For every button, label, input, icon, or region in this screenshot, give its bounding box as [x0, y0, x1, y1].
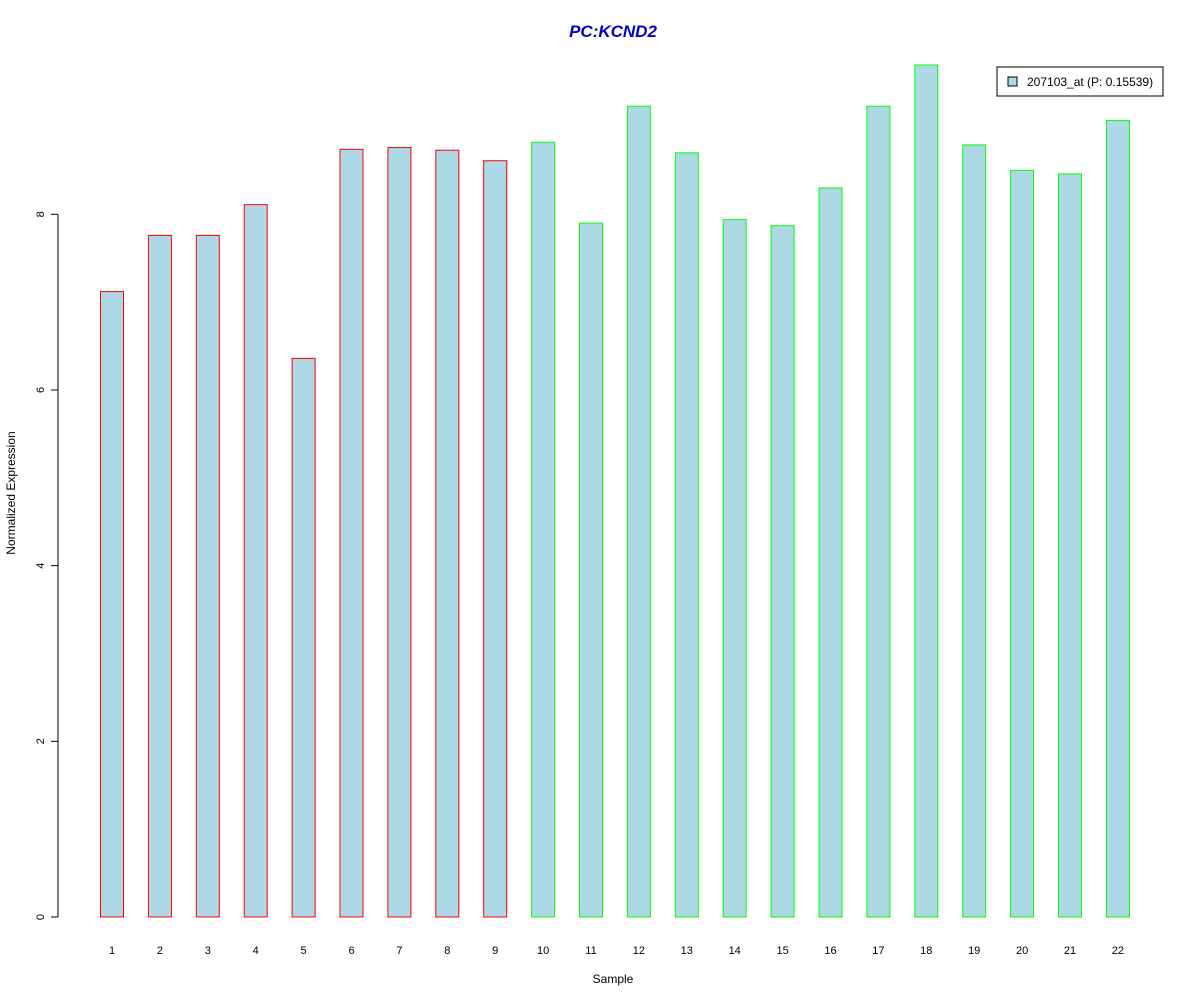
- x-tick-label: 22: [1112, 945, 1124, 957]
- x-tick-label: 3: [205, 945, 211, 957]
- bar: [291, 357, 316, 918]
- bar: [866, 105, 891, 918]
- legend-swatch: [1007, 76, 1018, 87]
- legend-box: [996, 66, 1164, 97]
- legend: 207103_at (P: 0.15539): [996, 66, 1164, 97]
- x-tick-label: 4: [253, 945, 259, 957]
- x-tick-label: 12: [633, 945, 645, 957]
- x-tick-label: 5: [301, 945, 307, 957]
- x-tick-label: 6: [348, 945, 354, 957]
- x-tick-label: 21: [1064, 945, 1076, 957]
- bar: [579, 222, 603, 918]
- bar: [674, 152, 699, 918]
- y-tick-label: 0: [35, 914, 47, 920]
- x-tick-label: 8: [444, 945, 450, 957]
- bar: [722, 219, 747, 918]
- chart-title: PC:KCND2: [569, 22, 657, 41]
- x-tick-label: 2: [157, 945, 163, 957]
- x-tick-label: 14: [729, 945, 741, 957]
- bar: [531, 141, 556, 918]
- bar: [914, 64, 939, 918]
- bar: [483, 160, 508, 918]
- bar: [1105, 119, 1130, 918]
- bar: [962, 144, 987, 918]
- bar: [770, 225, 795, 918]
- y-axis-title: Normalized Expression: [4, 431, 18, 554]
- x-tick-labels: 1 2 3 4 5 6 7 8 9 10 11 12 13 14 15 16 17 18 19 20 21 22: [109, 945, 1124, 957]
- bar: [243, 204, 268, 918]
- bars-group: [100, 64, 1130, 918]
- y-axis: 0 2 4 6 8: [35, 211, 59, 920]
- x-tick-label: 18: [920, 945, 932, 957]
- y-tick-label: 8: [35, 211, 47, 217]
- bar: [387, 147, 412, 918]
- x-tick-label: 10: [537, 945, 549, 957]
- x-tick-label: 15: [776, 945, 788, 957]
- x-tick-label: 20: [1016, 945, 1028, 957]
- x-tick-label: 19: [968, 945, 980, 957]
- y-tick-label: 6: [35, 387, 47, 393]
- x-tick-label: 1: [109, 945, 115, 957]
- x-tick-label: 7: [396, 945, 402, 957]
- y-tick-label: 4: [35, 563, 47, 569]
- bar: [626, 105, 651, 918]
- bar: [147, 234, 172, 918]
- x-tick-label: 17: [872, 945, 884, 957]
- x-tick-label: 11: [585, 945, 596, 957]
- bar: [818, 187, 843, 918]
- bar: [1010, 169, 1035, 918]
- bar: [435, 149, 460, 918]
- bar: [100, 291, 124, 918]
- y-tick-label: 2: [35, 738, 47, 744]
- x-tick-label: 16: [824, 945, 836, 957]
- bar: [339, 148, 364, 918]
- x-tick-label: 9: [492, 945, 498, 957]
- bar: [1058, 173, 1082, 918]
- bar: [195, 234, 220, 918]
- x-tick-label: 13: [681, 945, 693, 957]
- x-axis-title: Sample: [593, 972, 634, 986]
- legend-label: 207103_at (P: 0.15539): [1027, 75, 1153, 89]
